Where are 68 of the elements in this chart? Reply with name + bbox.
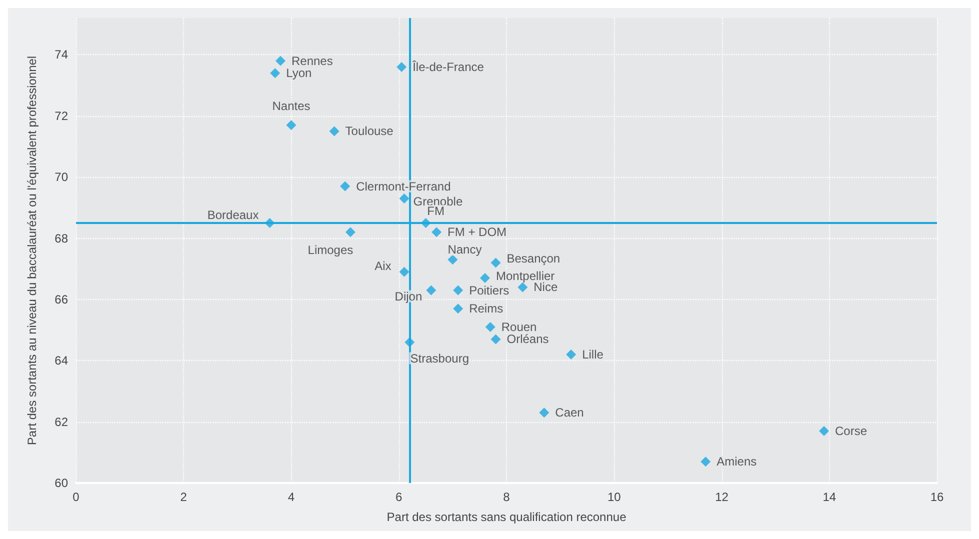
y-tick-label: 72 <box>54 108 68 123</box>
x-tick-label: 14 <box>822 490 836 504</box>
point <box>818 426 829 436</box>
point <box>399 266 410 277</box>
annotation: Besançon <box>506 252 560 266</box>
point <box>340 181 350 192</box>
annotation: Poitiers <box>469 283 510 298</box>
x-tick-label: 2 <box>180 490 188 504</box>
annotation: Montpellier <box>496 269 555 284</box>
annotation: Rouen <box>501 320 537 334</box>
point <box>480 273 490 284</box>
annotation: FM <box>427 204 444 218</box>
y-tick-label: 74 <box>54 48 68 62</box>
annotation: Bordeaux <box>207 208 259 222</box>
annotation: Lyon <box>286 66 312 80</box>
annotation: Limoges <box>308 243 354 258</box>
point <box>453 285 464 296</box>
annotation: Reims <box>469 302 504 316</box>
y-tick-label: 62 <box>54 414 68 429</box>
point <box>396 62 407 72</box>
x-tick-label: 10 <box>607 490 622 504</box>
annotation: Amiens <box>716 454 757 469</box>
annotation: Toulouse <box>345 124 394 138</box>
point <box>420 218 431 228</box>
x-tick-label: 12 <box>715 490 729 504</box>
annotation: Dijon <box>394 289 422 304</box>
point <box>432 227 442 238</box>
x-tick-label: 6 <box>396 490 403 504</box>
point <box>426 285 436 296</box>
annotation: Corse <box>834 424 868 438</box>
annotation: Clermont-Ferrand <box>356 179 451 194</box>
point <box>490 258 501 268</box>
point <box>345 227 356 238</box>
point <box>566 350 576 360</box>
point <box>453 304 464 314</box>
y-tick-label: 70 <box>54 170 68 184</box>
point <box>264 218 275 228</box>
point <box>485 322 496 332</box>
x-tick-label: 8 <box>503 490 510 504</box>
annotation: Aix <box>374 258 392 273</box>
point <box>700 456 711 467</box>
annotation: Île-de-France <box>412 60 484 74</box>
point <box>270 68 280 78</box>
x-tick-label: 4 <box>288 490 295 504</box>
point <box>490 334 501 344</box>
point <box>404 337 415 348</box>
annotation: Caen <box>555 406 584 420</box>
annotation: Strasbourg <box>410 351 469 366</box>
y-tick-label: 64 <box>54 354 68 368</box>
point <box>399 193 410 204</box>
x-tick-label: 16 <box>930 490 944 504</box>
y-tick-label: 66 <box>54 292 68 306</box>
y-tick-label: 68 <box>54 231 68 246</box>
point <box>329 126 340 136</box>
y-tick-label: 60 <box>54 476 68 490</box>
annotation: FM + DOM <box>448 225 507 240</box>
annotation: Nancy <box>448 242 482 257</box>
x-tick-label: 0 <box>72 490 80 504</box>
x-axis-title: Part des sortants sans qualification reconnue <box>386 510 627 524</box>
annotation: Nantes <box>272 99 310 114</box>
point <box>539 408 550 418</box>
point <box>286 120 296 130</box>
annotation: Rennes <box>291 54 333 68</box>
point <box>518 282 528 292</box>
y-axis-title: Part des sortants au niveau du baccalauréat ou l'équivalent professionnel <box>25 56 39 446</box>
annotation: Orléans <box>506 332 549 346</box>
point <box>275 56 286 66</box>
annotation: Lille <box>582 348 604 362</box>
